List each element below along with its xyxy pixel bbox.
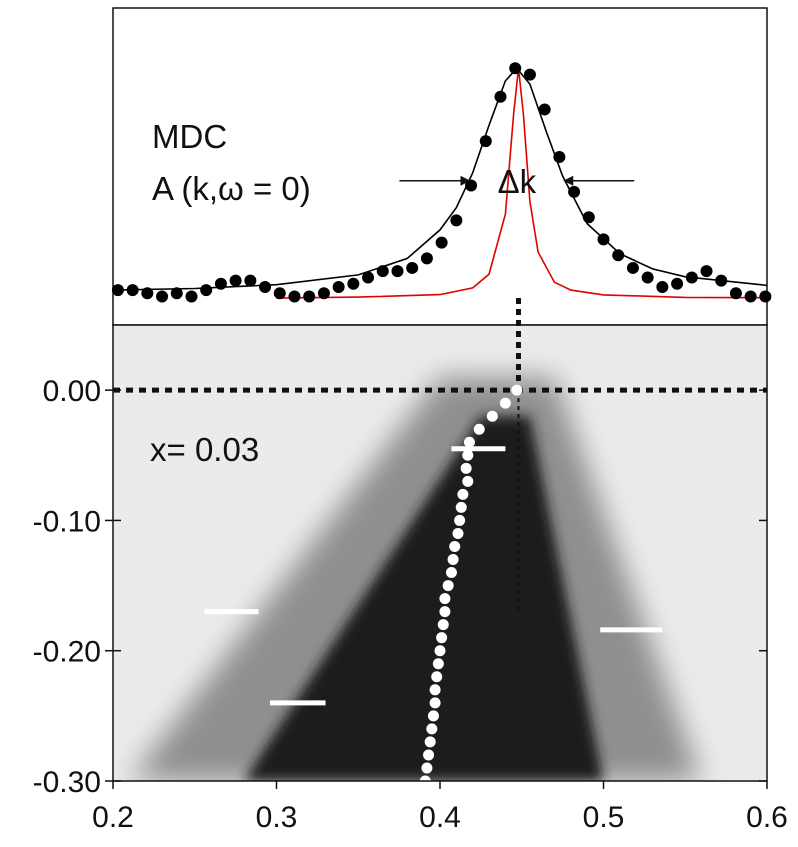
data-point [111,284,124,297]
x-tick-label: 0.6 [746,801,788,834]
x-tick-label: 0.4 [419,801,461,834]
x-tick-label: 0.3 [256,801,298,834]
data-point [273,287,286,300]
dispersion-point [439,606,451,618]
doping-label: x= 0.03 [150,431,259,468]
dispersion-point [447,554,459,566]
data-point [244,274,257,287]
dispersion-point [437,619,449,631]
panel-frame [112,7,768,326]
dispersion-point [423,749,435,761]
data-point [259,280,272,293]
dispersion-point [511,384,523,396]
dispersion-point [431,671,443,683]
data-point [156,290,169,303]
data-point [582,211,595,224]
data-point [332,280,345,293]
data-point [200,284,213,297]
dispersion-point [457,488,469,500]
dispersion-point [426,723,438,735]
data-point [568,185,581,198]
fit-curve [276,68,768,299]
y-tick-label: -0.20 [33,636,101,669]
data-point [229,274,242,287]
data-point [759,290,772,303]
data-point [406,261,419,274]
data-point [626,261,639,274]
dispersion-point [473,423,485,435]
data-point [523,68,536,81]
data-point [715,274,728,287]
data-point [126,284,139,297]
data-point [303,290,316,303]
dispersion-point [449,540,461,552]
data-point [288,290,301,303]
panel-label: A (k,ω = 0) [152,170,311,207]
y-tick-label: 0.00 [43,375,101,408]
dispersion-point [454,514,466,526]
dispersion-point [462,475,474,487]
data-point [435,236,448,249]
y-tick-label: -0.10 [33,505,101,538]
data-point [450,214,463,227]
data-point [214,277,227,290]
dispersion-point [421,762,433,774]
dispersion-point [462,449,474,461]
data-point [170,287,183,300]
panel-label: MDC [152,118,227,155]
dispersion-point [434,645,446,657]
data-point [671,277,684,290]
dispersion-point [460,462,472,474]
data-point [729,287,742,300]
dispersion-point [455,501,467,513]
x-tick-label: 0.2 [92,801,134,834]
data-point [612,249,625,262]
dispersion-point [452,527,464,539]
dispersion-point [429,697,441,709]
data-point [744,290,757,303]
data-point [420,252,433,265]
dispersion-point [439,593,451,605]
data-point [347,277,360,290]
data-point [376,265,389,278]
data-point [362,271,375,284]
data-point [597,233,610,246]
dispersion-point [436,632,448,644]
data-point [479,135,492,148]
data-point [641,271,654,284]
data-point [141,287,154,300]
data-point [656,280,669,293]
dispersion-point [445,567,457,579]
dispersion-point [424,736,436,748]
dispersion-point [442,580,454,592]
data-point [317,287,330,300]
dispersion-point [429,684,441,696]
dispersion-point [486,410,498,422]
dispersion-point [463,436,475,448]
data-point [553,150,566,163]
data-point [509,62,522,75]
dispersion-point [427,710,439,722]
intensity-core [243,416,604,781]
dispersion-point [499,397,511,409]
data-point [700,265,713,278]
dispersion-point [432,658,444,670]
data-point [685,271,698,284]
data-point [538,103,551,116]
delta-k-label: Δk [498,163,537,200]
data-point [185,290,198,303]
x-tick-label: 0.5 [583,801,625,834]
data-point [494,90,507,103]
y-tick-label: -0.30 [33,766,101,799]
data-point [391,265,404,278]
intensity-map [113,325,767,781]
